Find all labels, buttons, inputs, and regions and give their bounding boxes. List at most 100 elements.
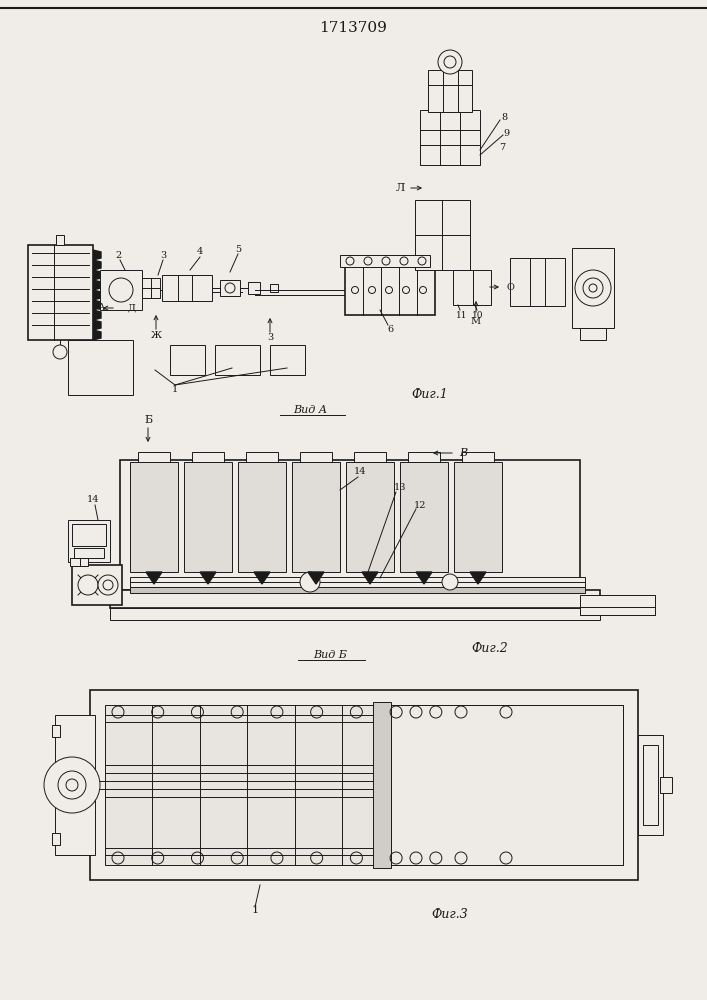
- Bar: [580, 595, 655, 615]
- Bar: [400, 462, 448, 572]
- Text: Фиг.1: Фиг.1: [411, 388, 448, 401]
- Text: Д: Д: [128, 304, 136, 312]
- Bar: [462, 452, 494, 462]
- Bar: [184, 462, 232, 572]
- Circle shape: [44, 757, 100, 813]
- Circle shape: [351, 286, 358, 294]
- Text: 11: 11: [456, 310, 468, 320]
- Text: 14: 14: [354, 468, 366, 477]
- Circle shape: [300, 572, 320, 592]
- Polygon shape: [93, 330, 101, 340]
- Bar: [70, 558, 80, 566]
- Bar: [52, 725, 60, 737]
- Text: О: О: [506, 282, 514, 292]
- Bar: [105, 705, 623, 865]
- Bar: [415, 200, 470, 270]
- Bar: [270, 345, 305, 375]
- Bar: [162, 275, 212, 301]
- Text: 12: 12: [414, 500, 426, 510]
- Circle shape: [53, 345, 67, 359]
- Text: 1: 1: [172, 385, 178, 394]
- Text: Ж: Ж: [151, 330, 161, 340]
- Text: 4: 4: [197, 247, 203, 256]
- Bar: [74, 548, 104, 558]
- Circle shape: [225, 283, 235, 293]
- Bar: [110, 590, 600, 608]
- Bar: [120, 460, 580, 590]
- Circle shape: [109, 278, 133, 302]
- Bar: [510, 258, 565, 306]
- Circle shape: [98, 575, 118, 595]
- Text: 6: 6: [387, 326, 393, 334]
- Circle shape: [402, 286, 409, 294]
- Text: Фиг.2: Фиг.2: [472, 642, 508, 654]
- Bar: [110, 608, 600, 620]
- Polygon shape: [93, 320, 101, 330]
- Text: 7: 7: [499, 143, 505, 152]
- Circle shape: [442, 574, 458, 590]
- Bar: [130, 462, 178, 572]
- Bar: [391, 705, 623, 865]
- Bar: [142, 278, 160, 298]
- Bar: [28, 245, 93, 340]
- Circle shape: [418, 257, 426, 265]
- Bar: [408, 452, 440, 462]
- Bar: [248, 282, 260, 294]
- Bar: [138, 452, 170, 462]
- Bar: [454, 462, 502, 572]
- Text: 5: 5: [235, 244, 241, 253]
- Text: 8: 8: [501, 113, 507, 122]
- Circle shape: [400, 257, 408, 265]
- Circle shape: [382, 257, 390, 265]
- Bar: [52, 833, 60, 845]
- Text: Фиг.3: Фиг.3: [432, 908, 468, 922]
- Text: 10: 10: [472, 310, 484, 320]
- Bar: [373, 702, 391, 868]
- Polygon shape: [308, 572, 324, 584]
- Bar: [420, 110, 480, 165]
- Bar: [660, 777, 672, 793]
- Polygon shape: [93, 280, 101, 290]
- Polygon shape: [254, 572, 270, 584]
- Bar: [220, 280, 240, 296]
- Circle shape: [419, 286, 426, 294]
- Bar: [473, 270, 491, 305]
- Bar: [428, 70, 472, 112]
- Text: 13: 13: [394, 484, 407, 492]
- Text: Б: Б: [144, 415, 152, 425]
- Polygon shape: [416, 572, 432, 584]
- Circle shape: [438, 50, 462, 74]
- Text: 3: 3: [267, 334, 273, 342]
- Polygon shape: [93, 300, 101, 310]
- Text: В: В: [459, 448, 467, 458]
- Bar: [192, 452, 224, 462]
- Text: 9: 9: [503, 128, 509, 137]
- Text: 1: 1: [252, 905, 259, 915]
- Bar: [345, 265, 435, 315]
- Bar: [68, 520, 110, 562]
- Text: А: А: [98, 304, 105, 312]
- Bar: [300, 452, 332, 462]
- Bar: [100, 270, 142, 310]
- Bar: [80, 558, 88, 566]
- Polygon shape: [362, 572, 378, 584]
- Bar: [346, 462, 394, 572]
- Text: Вид Б: Вид Б: [313, 650, 347, 660]
- Bar: [354, 452, 386, 462]
- Polygon shape: [93, 270, 101, 280]
- Bar: [270, 284, 278, 292]
- Circle shape: [78, 575, 98, 595]
- Circle shape: [385, 286, 392, 294]
- Bar: [90, 690, 638, 880]
- Circle shape: [368, 286, 375, 294]
- Bar: [170, 345, 205, 375]
- Text: 14: 14: [87, 495, 99, 504]
- Polygon shape: [93, 310, 101, 320]
- Text: Вид А: Вид А: [293, 405, 327, 415]
- Bar: [572, 248, 614, 328]
- Polygon shape: [93, 290, 101, 300]
- Bar: [340, 255, 430, 267]
- Bar: [638, 735, 663, 835]
- Circle shape: [575, 270, 611, 306]
- Bar: [580, 607, 655, 615]
